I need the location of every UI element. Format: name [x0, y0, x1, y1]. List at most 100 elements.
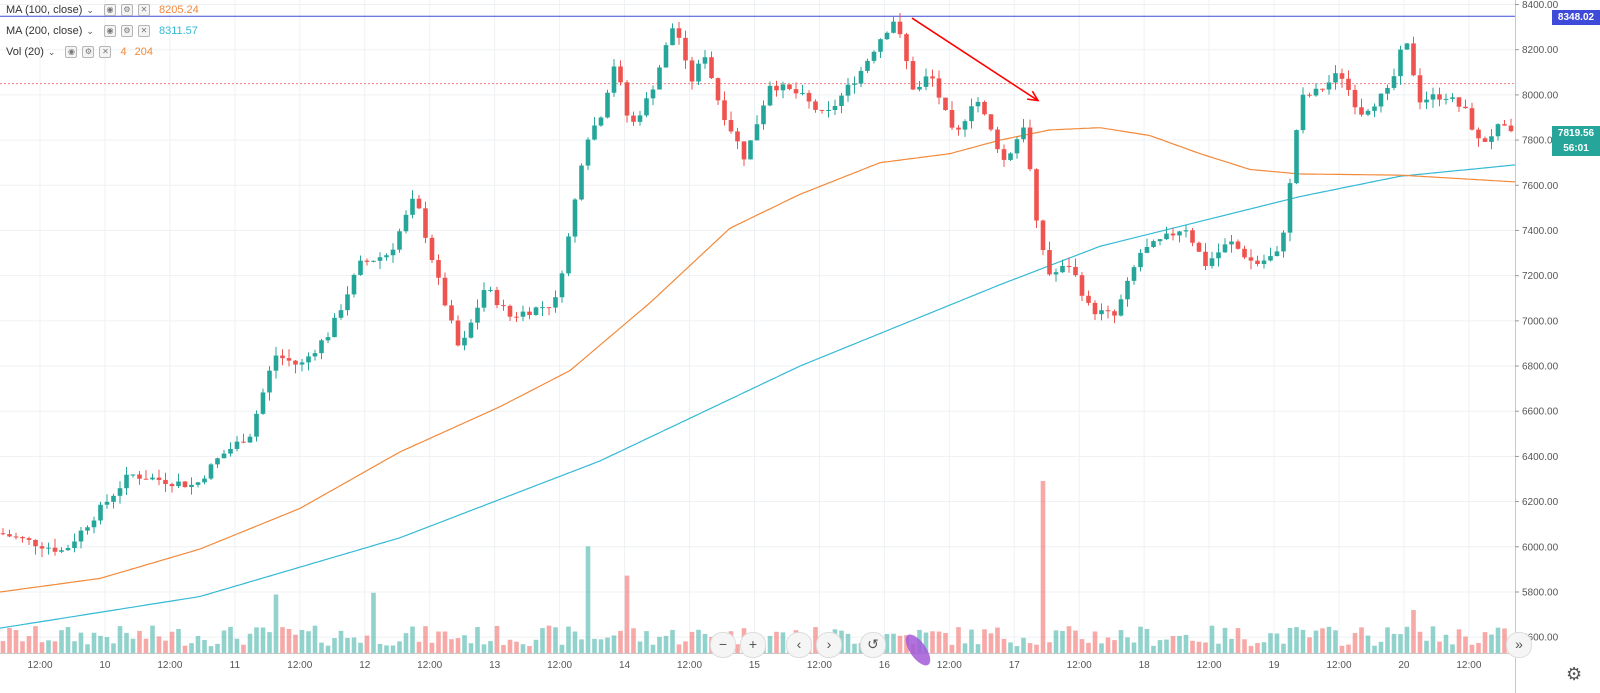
ma200-line [0, 164, 1516, 629]
close-icon[interactable]: ✕ [137, 25, 150, 37]
candle-body [988, 114, 994, 130]
close-icon[interactable]: ✕ [137, 4, 150, 16]
candle-body [1274, 251, 1280, 257]
candle-body [1086, 295, 1091, 303]
candle-body [527, 311, 532, 315]
candle-body [1008, 153, 1013, 160]
candle-body [299, 362, 305, 365]
candle-body [761, 105, 766, 125]
settings-icon[interactable]: ⚙ [82, 46, 95, 58]
candle-body [215, 458, 220, 465]
volume-bar [650, 644, 656, 653]
volume-bar [1346, 644, 1351, 653]
volume-bar [267, 632, 272, 653]
candle-body [819, 109, 825, 111]
eye-icon[interactable]: ◉ [103, 4, 116, 16]
legend-ma100[interactable]: MA (100, close) ⌄ ◉ ⚙ ✕ 8205.24 [6, 2, 199, 18]
candle-body [787, 84, 792, 90]
candle-body [1125, 280, 1130, 300]
candle-body [852, 83, 857, 85]
price-tick-label: 7400.00 [1522, 226, 1559, 237]
close-icon[interactable]: ✕ [99, 46, 112, 58]
price-tick-label: 8000.00 [1522, 90, 1559, 101]
scroll-right-button[interactable]: › [816, 632, 842, 658]
volume-bar [533, 639, 539, 653]
volume-bar [1404, 626, 1410, 653]
volume-bar [969, 629, 974, 653]
volume-bar [59, 630, 64, 653]
volume-bar [618, 630, 623, 653]
candle-body [696, 63, 701, 82]
candle-body [995, 129, 1000, 150]
candle-body [754, 124, 760, 141]
drawing-marker[interactable] [901, 631, 935, 670]
legend-ma200[interactable]: MA (200, close) ⌄ ◉ ⚙ ✕ 8311.57 [6, 23, 198, 39]
eye-icon[interactable]: ◉ [103, 25, 116, 37]
volume-bar [1359, 627, 1364, 653]
volume-bar [195, 636, 201, 653]
candle-body [377, 257, 383, 261]
volume-bar [228, 626, 233, 653]
go-to-latest-button[interactable]: » [1506, 632, 1532, 658]
candle-body [403, 214, 409, 232]
volume-bar [410, 626, 415, 653]
volume-bar [1222, 627, 1228, 653]
candle-body [1300, 94, 1306, 131]
candle-body [111, 495, 116, 502]
candle-body [1151, 241, 1156, 247]
price-tick-label: 6600.00 [1522, 407, 1559, 418]
settings-icon[interactable]: ⚙ [120, 25, 133, 37]
candle-body [358, 260, 363, 275]
candle-body [130, 474, 136, 476]
candle-body [865, 60, 870, 71]
legend-ma200-label: MA (200, close) [6, 25, 83, 37]
candle-body [345, 294, 350, 311]
candle-body [397, 231, 402, 250]
eye-icon[interactable]: ◉ [65, 46, 78, 58]
time-tick-label: 16 [879, 660, 891, 671]
candle-body [1216, 252, 1221, 259]
volume-bar [845, 633, 851, 653]
volume-bar [247, 633, 253, 653]
horizontal-lines [0, 15, 1515, 85]
volume-bar [923, 632, 929, 653]
legend-vol[interactable]: Vol (20) ⌄ ◉ ⚙ ✕ 4 204 [6, 44, 153, 60]
volume-bar [1034, 644, 1039, 653]
volume-bar [85, 644, 90, 653]
volume-bar [449, 639, 454, 653]
zoom-out-button[interactable]: − [710, 632, 736, 658]
candle-body [254, 413, 259, 437]
time-tick-label: 14 [619, 660, 631, 671]
settings-icon[interactable]: ⚙ [120, 4, 133, 16]
volume-bar [1482, 632, 1488, 653]
volume-bar [1144, 628, 1150, 653]
volume-bar [1177, 635, 1182, 653]
chevron-down-icon[interactable]: ⌄ [86, 4, 94, 15]
candle-body [1391, 76, 1397, 88]
zoom-in-button[interactable]: + [740, 632, 766, 658]
candle-body [1053, 272, 1059, 275]
candle-body [1482, 138, 1488, 142]
volume-bar [403, 633, 409, 653]
legend-ma100-label: MA (100, close) [6, 4, 83, 16]
volume-bar [1287, 627, 1293, 653]
candle-body [663, 45, 669, 68]
candle-body [917, 86, 922, 90]
candle-body [143, 478, 149, 480]
reset-button[interactable]: ↺ [860, 632, 886, 658]
time-tick-label: 15 [749, 660, 761, 671]
volume-bar [293, 634, 298, 653]
scroll-left-button[interactable]: ‹ [786, 632, 812, 658]
volume-bar [1092, 631, 1098, 653]
volume-bar [98, 635, 103, 653]
volume-bar [514, 641, 519, 653]
volume-bar [553, 627, 558, 653]
gear-icon[interactable]: ⚙ [1566, 664, 1583, 684]
volume-bar [527, 646, 532, 653]
chevron-down-icon[interactable]: ⌄ [47, 46, 56, 57]
candle-body [637, 115, 643, 122]
volume-bar [1164, 639, 1169, 653]
chevron-down-icon[interactable]: ⌄ [86, 25, 94, 36]
